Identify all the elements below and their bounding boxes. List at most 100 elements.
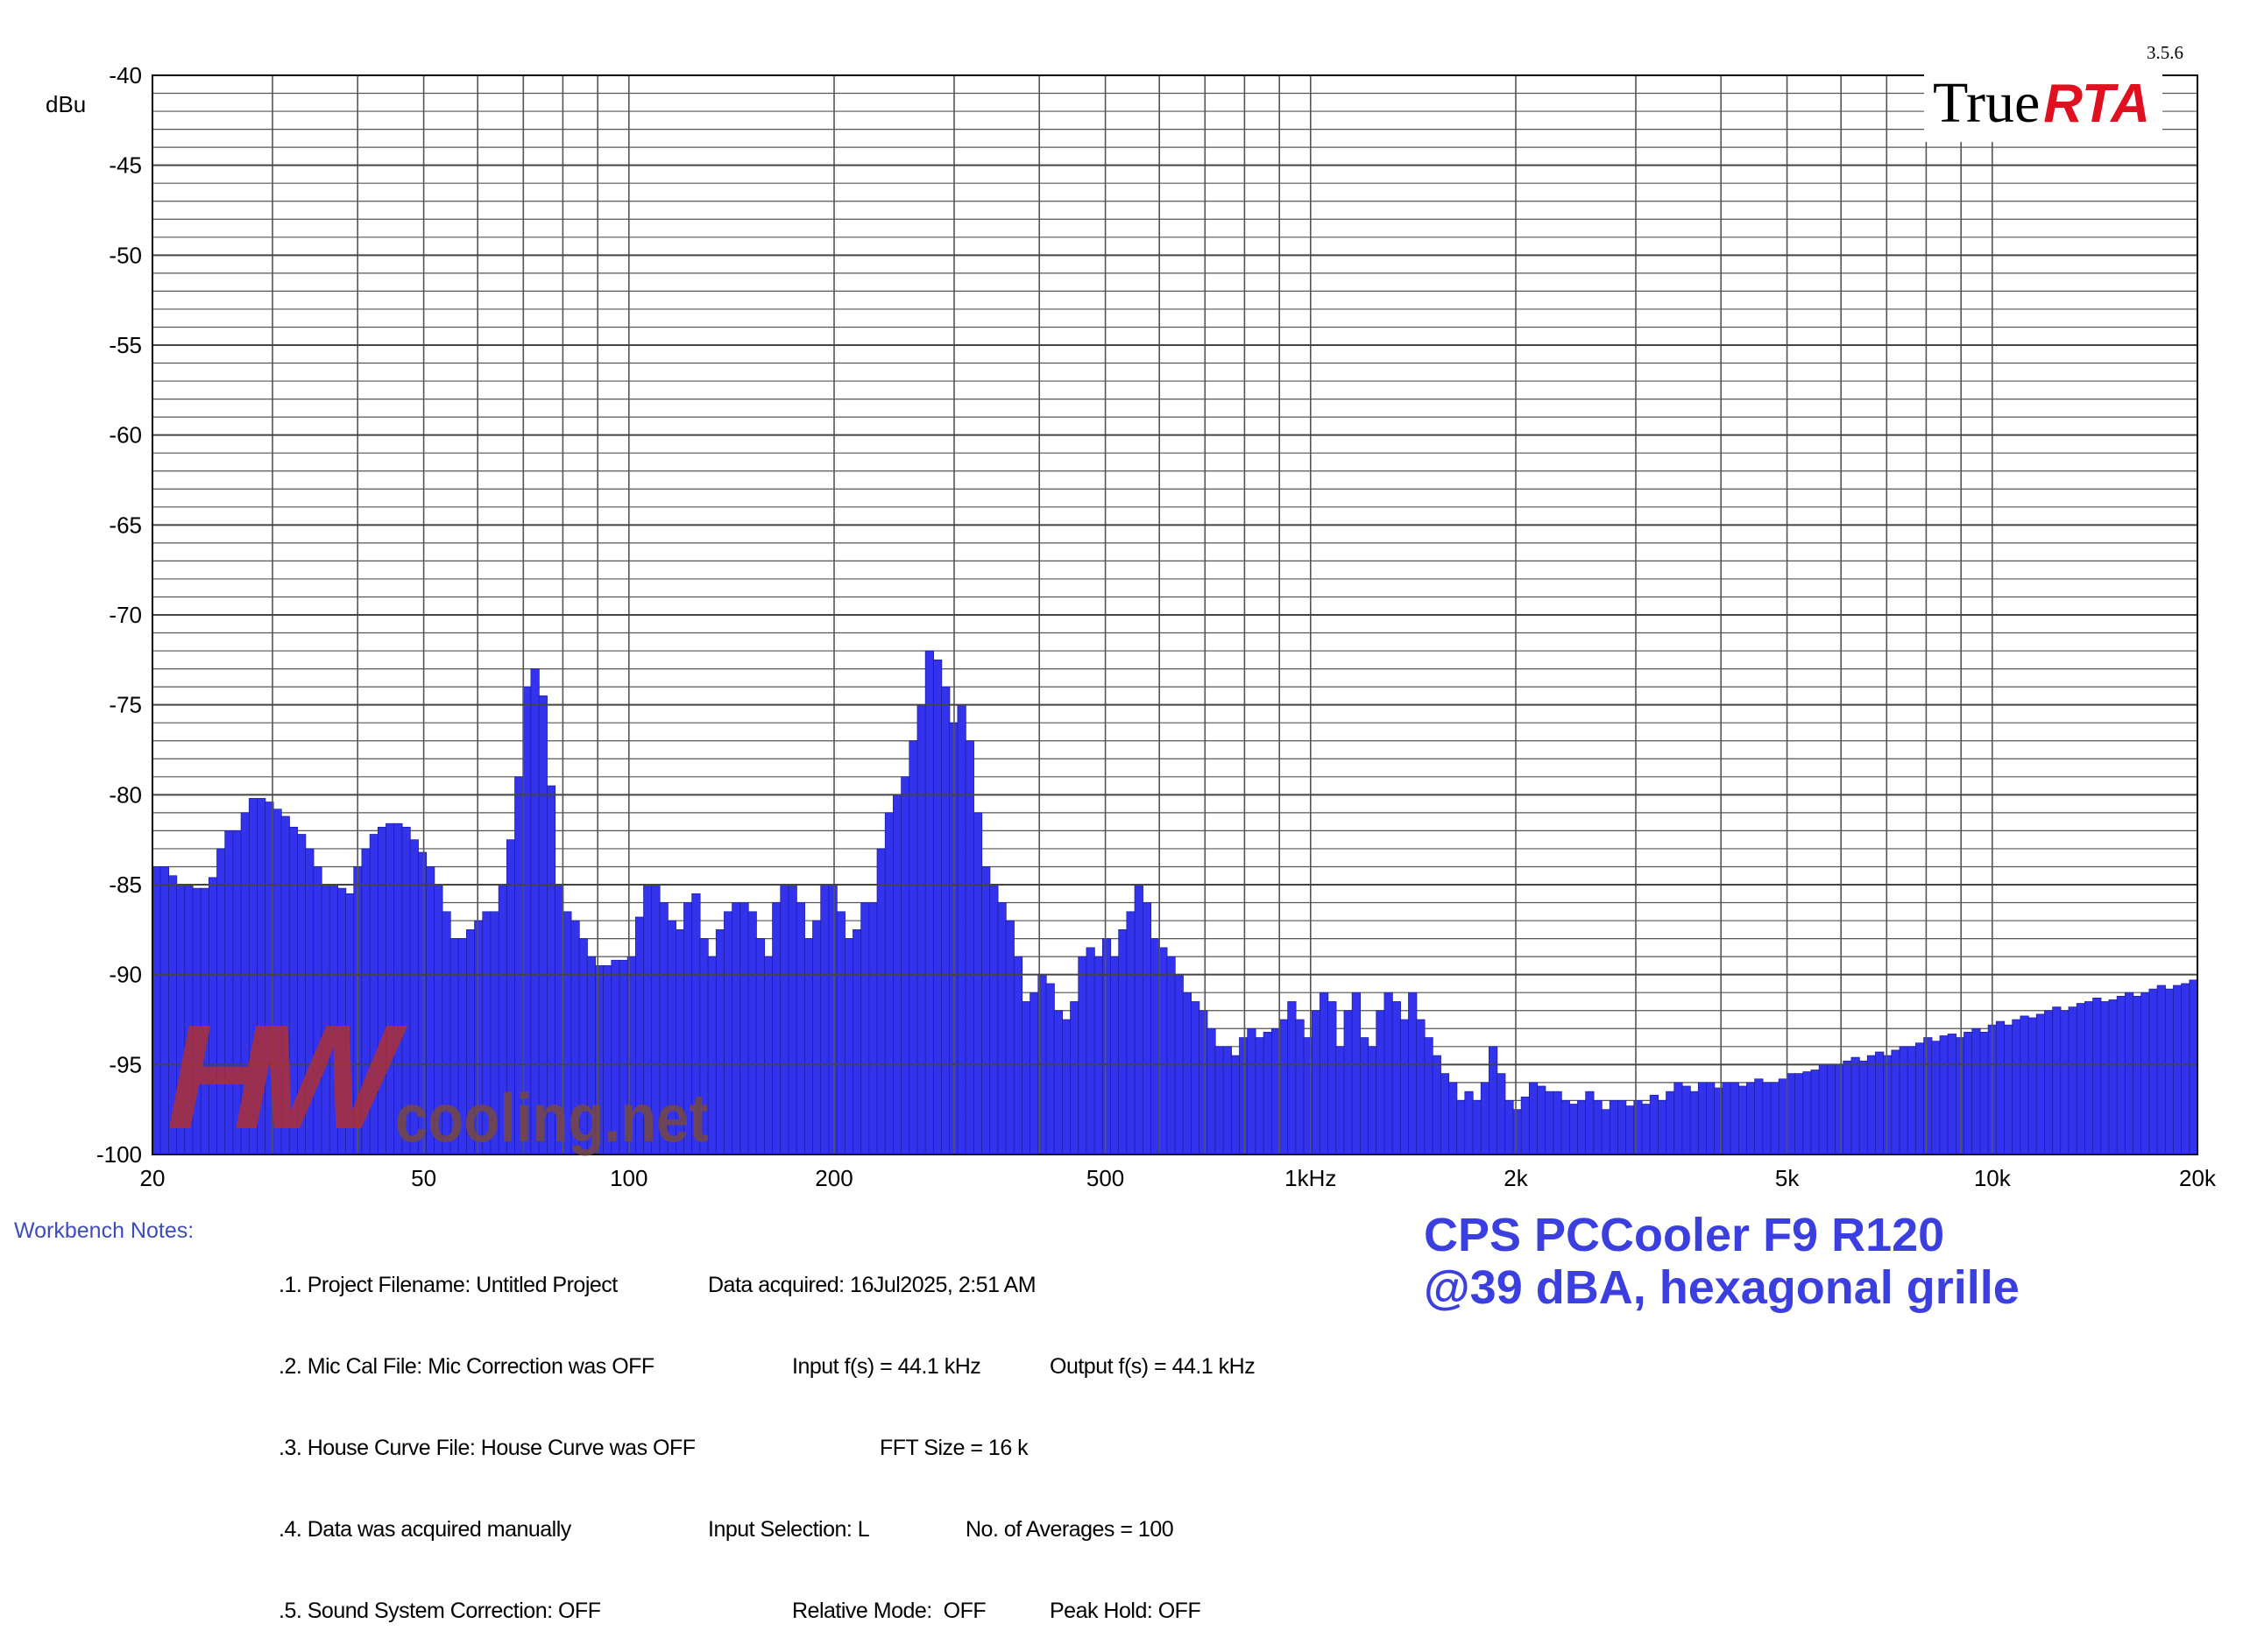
spectrum-bar [2012,1019,2021,1155]
spectrum-bar [1110,956,1120,1155]
spectrum-bar [1327,1001,1337,1155]
spectrum-bar [828,884,838,1155]
spectrum-bar [1802,1071,1812,1155]
spectrum-bar [989,884,999,1155]
spectrum-bar [1126,911,1136,1155]
spectrum-bar [2133,995,2142,1155]
spectrum-bar [1577,1100,1587,1155]
spectrum-bar [1287,1001,1297,1155]
spectrum-bar [1206,1027,1216,1155]
spectrum-bar [1657,1100,1667,1155]
spectrum-bar [1311,1010,1321,1155]
spectrum-bar [2140,992,2150,1155]
spectrum-bar [1351,992,1361,1155]
note-line: Relative Mode: OFF [792,1599,987,1623]
spectrum-chart: -40 -45 -50 -55 -60 -65 -70 -75 -80 -85 -90 -95 -100… [46,62,2217,1191]
version-label: 3.5.6 [2147,42,2183,63]
spectrum-bar [1810,1070,1820,1155]
spectrum-bar [1923,1037,1933,1155]
truerta-logo: True RTA [1924,70,2162,142]
spectrum-bar [2020,1015,2029,1155]
spectrum-bar [1222,1046,1232,1155]
spectrum-bar [997,902,1007,1155]
spectrum-bar [1279,1019,1289,1155]
spectrum-bar [1166,956,1176,1155]
spectrum-bar [803,938,814,1155]
spectrum-bar [2100,1001,2110,1155]
spectrum-bar [1158,947,1168,1155]
spectrum-bar [1005,920,1015,1155]
spectrum-bar [1730,1082,1739,1155]
spectrum-bar [1399,1019,1410,1155]
spectrum-bar [981,866,991,1155]
spectrum-bar [2108,999,2118,1155]
spectrum-bar [2004,1024,2013,1155]
spectrum-bar [1955,1037,1965,1155]
notes-column-3: Output f(s) = 44.1 kHz No. of Averages =… [966,1218,1256,1652]
y-tick-label: -60 [109,422,142,448]
spectrum-bar [1875,1051,1885,1155]
spectrum-bar [1858,1060,1868,1155]
note-line: Peak Hold: OFF [1050,1599,1201,1623]
spectrum-bar [1086,947,1095,1155]
spectrum-bar [2148,988,2158,1155]
spectrum-bar [1609,1100,1619,1155]
y-tick-label: -90 [109,962,142,988]
spectrum-bar [1070,1001,1079,1155]
spectrum-bar [1939,1035,1949,1155]
spectrum-bar [1593,1100,1603,1155]
spectrum-bar [1746,1082,1756,1155]
note-line: .2. Mic Cal File: Mic Correction was OFF [279,1354,655,1379]
note-line: Data acquired: 16Jul2025, 2:51 AM [708,1273,1037,1297]
spectrum-bar [1931,1041,1941,1155]
hwcooling-watermark: HW cooling.net [166,994,760,1152]
x-tick-label: 20k [2179,1165,2217,1191]
spectrum-bar [1617,1100,1627,1155]
spectrum-bar [1947,1034,1956,1155]
spectrum-bar [1101,938,1112,1155]
logo-true-text: True [1933,71,2041,135]
spectrum-bar [1787,1073,1796,1155]
spectrum-bar [1537,1085,1546,1155]
spectrum-bar [932,659,943,1155]
spectrum-bar [1722,1082,1731,1155]
spectrum-bar [1689,1091,1699,1155]
spectrum-bar [1899,1046,1908,1155]
spectrum-bar [1440,1073,1450,1155]
watermark-hw: HW [166,994,397,1161]
spectrum-bar [844,938,854,1155]
spectrum-bar [901,776,910,1155]
spectrum-bar [1826,1063,1836,1155]
spectrum-bar [1866,1055,1877,1155]
spectrum-bar [1835,1063,1844,1155]
spectrum-bar [1247,1027,1256,1155]
spectrum-bar [820,884,830,1155]
spectrum-bar [1979,1032,1989,1155]
spectrum-bar [2068,1006,2077,1155]
spectrum-bar [1376,1010,1385,1155]
spectrum-bar [1078,956,1087,1155]
y-axis-unit: dBu [46,91,86,117]
note-line: No. of Averages = 100 [966,1517,1174,1542]
note-line [1050,1435,1255,1462]
spectrum-bar [2092,998,2102,1155]
caption-line-2: @39 dBA, hexagonal grille [1424,1261,2020,1314]
spectrum-bar [2052,1006,2062,1155]
spectrum-bar [1601,1109,1610,1155]
spectrum-bar [1891,1049,1900,1155]
workbench-notes-label: Workbench Notes: [14,1218,195,1243]
spectrum-bar [2173,985,2183,1155]
spectrum-bar [1964,1032,1973,1155]
spectrum-bar [2035,1013,2046,1155]
spectrum-bar [1641,1104,1651,1155]
spectrum-bar [1568,1104,1579,1155]
notes-column-2: Data acquired: 16Jul2025, 2:51 AM Input … [708,1218,1037,1652]
spectrum-bar [1270,1027,1281,1155]
notes-column-1: .1. Project Filename: Untitled Project .… [279,1218,696,1652]
spectrum-bar [152,866,161,1155]
spectrum-bar [2181,983,2190,1155]
spectrum-bar [1545,1091,1554,1155]
x-tick-label: 500 [1086,1165,1124,1191]
note-line: .3. House Curve File: House Curve was OF… [279,1436,696,1460]
spectrum-bar [1472,1100,1482,1155]
